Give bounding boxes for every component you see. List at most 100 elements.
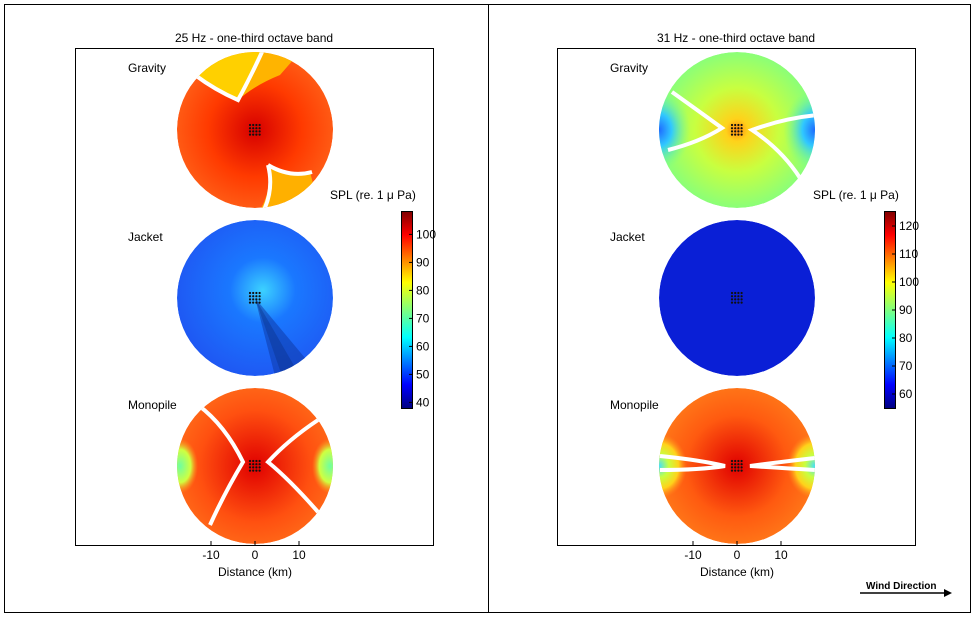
turbine-marker <box>730 127 734 130</box>
label-gravity: Gravity <box>128 61 166 75</box>
x-tick-label: -10 <box>684 548 702 562</box>
disk-25hz-jacket <box>177 220 333 376</box>
wind-direction-arrow <box>860 589 952 597</box>
x-tick-label: 10 <box>292 548 306 562</box>
colorbar-tick-label: 120 <box>899 219 919 233</box>
turbine-marker <box>734 295 737 298</box>
turbine-marker <box>252 123 255 127</box>
turbine-marker <box>737 291 740 295</box>
turbine-marker <box>255 463 258 466</box>
colorbar-tick-label: 80 <box>899 331 913 345</box>
turbine-marker <box>255 130 258 133</box>
turbine-marker <box>248 295 252 298</box>
turbine-marker <box>730 123 734 127</box>
label-monopile: Monopile <box>610 398 659 412</box>
colorbar-tick-label: 70 <box>416 311 430 325</box>
label-gravity: Gravity <box>610 61 648 75</box>
wind-direction-label: Wind Direction <box>866 581 936 592</box>
disk-25hz-monopile <box>177 388 333 544</box>
turbine-marker <box>258 463 261 466</box>
turbine-marker <box>248 291 252 295</box>
turbine-marker <box>734 301 737 304</box>
turbine-marker <box>740 463 743 466</box>
disk-31hz-gravity <box>659 52 815 208</box>
turbine-marker <box>734 459 737 463</box>
turbine-marker <box>740 298 743 301</box>
turbine-marker <box>737 295 740 298</box>
turbine-marker <box>740 466 743 469</box>
colorbar-ticks: 40 50 60 70 80 90 100 60 70 80 90 100 110 120 <box>409 219 919 409</box>
turbine-marker <box>255 127 258 130</box>
turbine-marker <box>258 295 261 298</box>
turbine-marker <box>248 133 252 136</box>
turbine-marker <box>730 295 734 298</box>
turbine-marker <box>258 469 261 472</box>
turbine-marker <box>252 459 255 463</box>
turbine-marker <box>740 459 743 463</box>
turbine-marker <box>734 469 737 472</box>
colorbar-tick-label: 90 <box>899 303 913 317</box>
turbine-marker <box>255 298 258 301</box>
turbine-marker <box>740 301 743 304</box>
turbine-marker <box>255 295 258 298</box>
turbine-marker <box>740 123 743 127</box>
x-tick-label: -10 <box>202 548 220 562</box>
colorbar-tick-label: 60 <box>899 387 913 401</box>
turbine-marker <box>740 130 743 133</box>
turbine-marker <box>737 127 740 130</box>
turbine-marker <box>730 298 734 301</box>
turbine-marker <box>737 469 740 472</box>
disk-31hz-monopile <box>659 388 815 544</box>
turbine-marker <box>740 127 743 130</box>
turbine-marker <box>737 459 740 463</box>
turbine-marker <box>734 133 737 136</box>
turbine-marker <box>258 130 261 133</box>
label-jacket: Jacket <box>128 230 163 244</box>
turbine-marker <box>252 133 255 136</box>
turbine-marker <box>730 130 734 133</box>
turbine-marker <box>252 127 255 130</box>
turbine-marker <box>258 466 261 469</box>
disk-31hz-jacket <box>659 220 815 376</box>
turbine-marker <box>252 298 255 301</box>
turbine-marker <box>255 133 258 136</box>
turbine-marker <box>730 133 734 136</box>
panel-title: 25 Hz - one-third octave band <box>175 31 333 45</box>
label-jacket: Jacket <box>610 230 645 244</box>
turbine-marker <box>258 127 261 130</box>
turbine-marker <box>252 463 255 466</box>
x-axis-right <box>692 541 782 545</box>
turbine-marker <box>255 123 258 127</box>
turbine-marker <box>258 459 261 463</box>
turbine-marker <box>248 469 252 472</box>
colorbar-tick-label: 100 <box>416 227 436 241</box>
turbine-marker <box>737 130 740 133</box>
colorbar-label: SPL (re. 1 μ Pa) <box>330 188 416 202</box>
colorbar-tick-label: 80 <box>416 283 430 297</box>
turbine-markers <box>248 123 743 472</box>
turbine-marker <box>730 469 734 472</box>
turbine-marker <box>734 123 737 127</box>
turbine-marker <box>252 466 255 469</box>
colorbar-tick-label: 60 <box>416 339 430 353</box>
turbine-marker <box>255 291 258 295</box>
turbine-marker <box>252 291 255 295</box>
turbine-marker <box>258 298 261 301</box>
turbine-marker <box>258 123 261 127</box>
x-tick-label: 0 <box>252 548 259 562</box>
turbine-marker <box>737 301 740 304</box>
turbine-marker <box>740 291 743 295</box>
turbine-marker <box>737 133 740 136</box>
colorbar-tick-label: 100 <box>899 275 919 289</box>
turbine-marker <box>737 298 740 301</box>
turbine-marker <box>734 463 737 466</box>
turbine-marker <box>248 127 252 130</box>
turbine-marker <box>730 463 734 466</box>
turbine-marker <box>252 130 255 133</box>
turbine-marker <box>734 130 737 133</box>
outer-frame <box>4 4 971 613</box>
x-axis-label: Distance (km) <box>700 565 774 579</box>
turbine-marker <box>255 301 258 304</box>
turbine-marker <box>734 466 737 469</box>
